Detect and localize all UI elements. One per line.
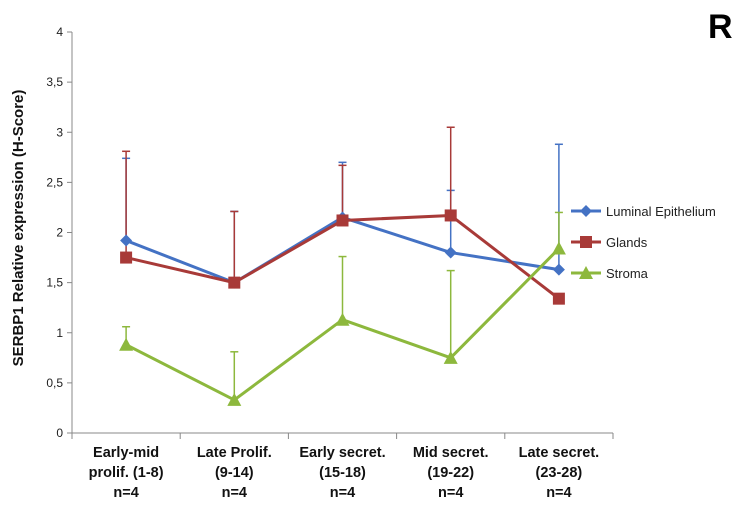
legend-label-glands: Glands [606, 235, 648, 250]
y-tick-label: 1 [56, 326, 63, 340]
data-point-square [444, 209, 457, 222]
x-tick-label: Early-mid prolif. (1-8) n=4 [89, 445, 164, 501]
x-tick-label: Late Prolif. (9-14) n=4 [197, 445, 272, 501]
data-point-square [336, 214, 349, 227]
legend-label-stroma: Stroma [606, 266, 649, 281]
y-tick-label: 2 [56, 226, 63, 240]
y-tick-label: 1,5 [46, 276, 63, 290]
data-point-diamond [444, 246, 457, 259]
data-point-triangle [227, 392, 242, 406]
data-point-triangle [119, 337, 134, 351]
legend: Luminal Epithelium Glands Stroma [571, 204, 716, 281]
x-tick-label: Mid secret. (19-22) n=4 [413, 445, 489, 501]
data-point-square [580, 236, 592, 248]
data-point-square [228, 276, 241, 289]
data-point-square [120, 251, 133, 264]
data-point-diamond [120, 234, 133, 247]
legend-label-luminal-epithelium: Luminal Epithelium [606, 204, 716, 219]
y-axis-label: SERBP1 Relative expression (H-Score) [10, 90, 27, 367]
data-point-triangle [335, 312, 350, 326]
data-point-triangle [551, 241, 566, 255]
x-tick-label: Late secret. (23-28) n=4 [519, 445, 600, 501]
y-tick-label: 3 [56, 125, 63, 139]
data-point-square [552, 292, 565, 305]
x-tick-label: Early secret. (15-18) n=4 [299, 445, 385, 501]
axes: 0 0,5 1 1,5 2 2,5 3 3,5 4 Early-mid prolif. (1-8) n… [46, 25, 614, 501]
y-tick-label: 4 [56, 25, 63, 39]
data-point-diamond [552, 263, 565, 276]
panel-letter: R [708, 8, 733, 46]
series-markers [119, 209, 566, 406]
data-point-diamond [580, 205, 592, 217]
data-point-triangle [443, 350, 458, 364]
y-tick-label: 0,5 [46, 376, 63, 390]
y-tick-label: 0 [56, 426, 63, 440]
data-point-triangle [579, 266, 593, 279]
y-tick-label: 2,5 [46, 175, 63, 189]
y-tick-label: 3,5 [46, 75, 63, 89]
